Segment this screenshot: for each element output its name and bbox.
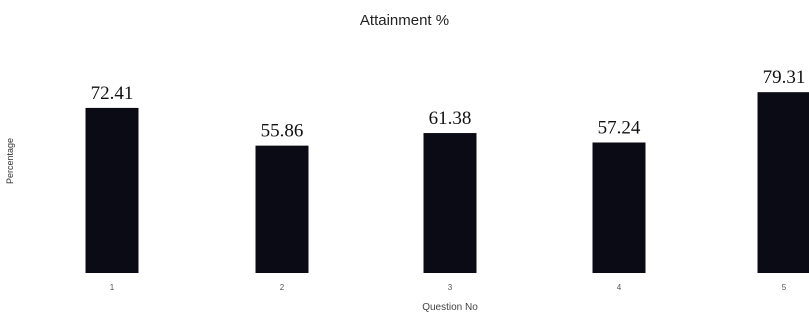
data-label-q2: 55.86 (261, 121, 304, 142)
data-label-q3: 61.38 (429, 108, 472, 129)
bar-q1 (85, 107, 139, 273)
bar-q3 (423, 133, 477, 273)
chart-title: Attainment % (359, 12, 450, 29)
x-tick-label: 4 (617, 283, 622, 292)
x-tick-label: 1 (110, 283, 115, 292)
data-label-q1: 72.41 (91, 83, 134, 104)
bar-q5 (757, 92, 809, 273)
data-label-q5: 79.31 (763, 67, 806, 88)
x-tick-label: 3 (448, 283, 453, 292)
x-tick-label: 5 (782, 283, 787, 292)
bar-q4 (592, 142, 646, 273)
x-axis-label: Question No (422, 302, 478, 313)
x-tick-label: 2 (280, 283, 285, 292)
data-label-q4: 57.24 (598, 117, 641, 138)
bar-q2 (255, 145, 309, 273)
